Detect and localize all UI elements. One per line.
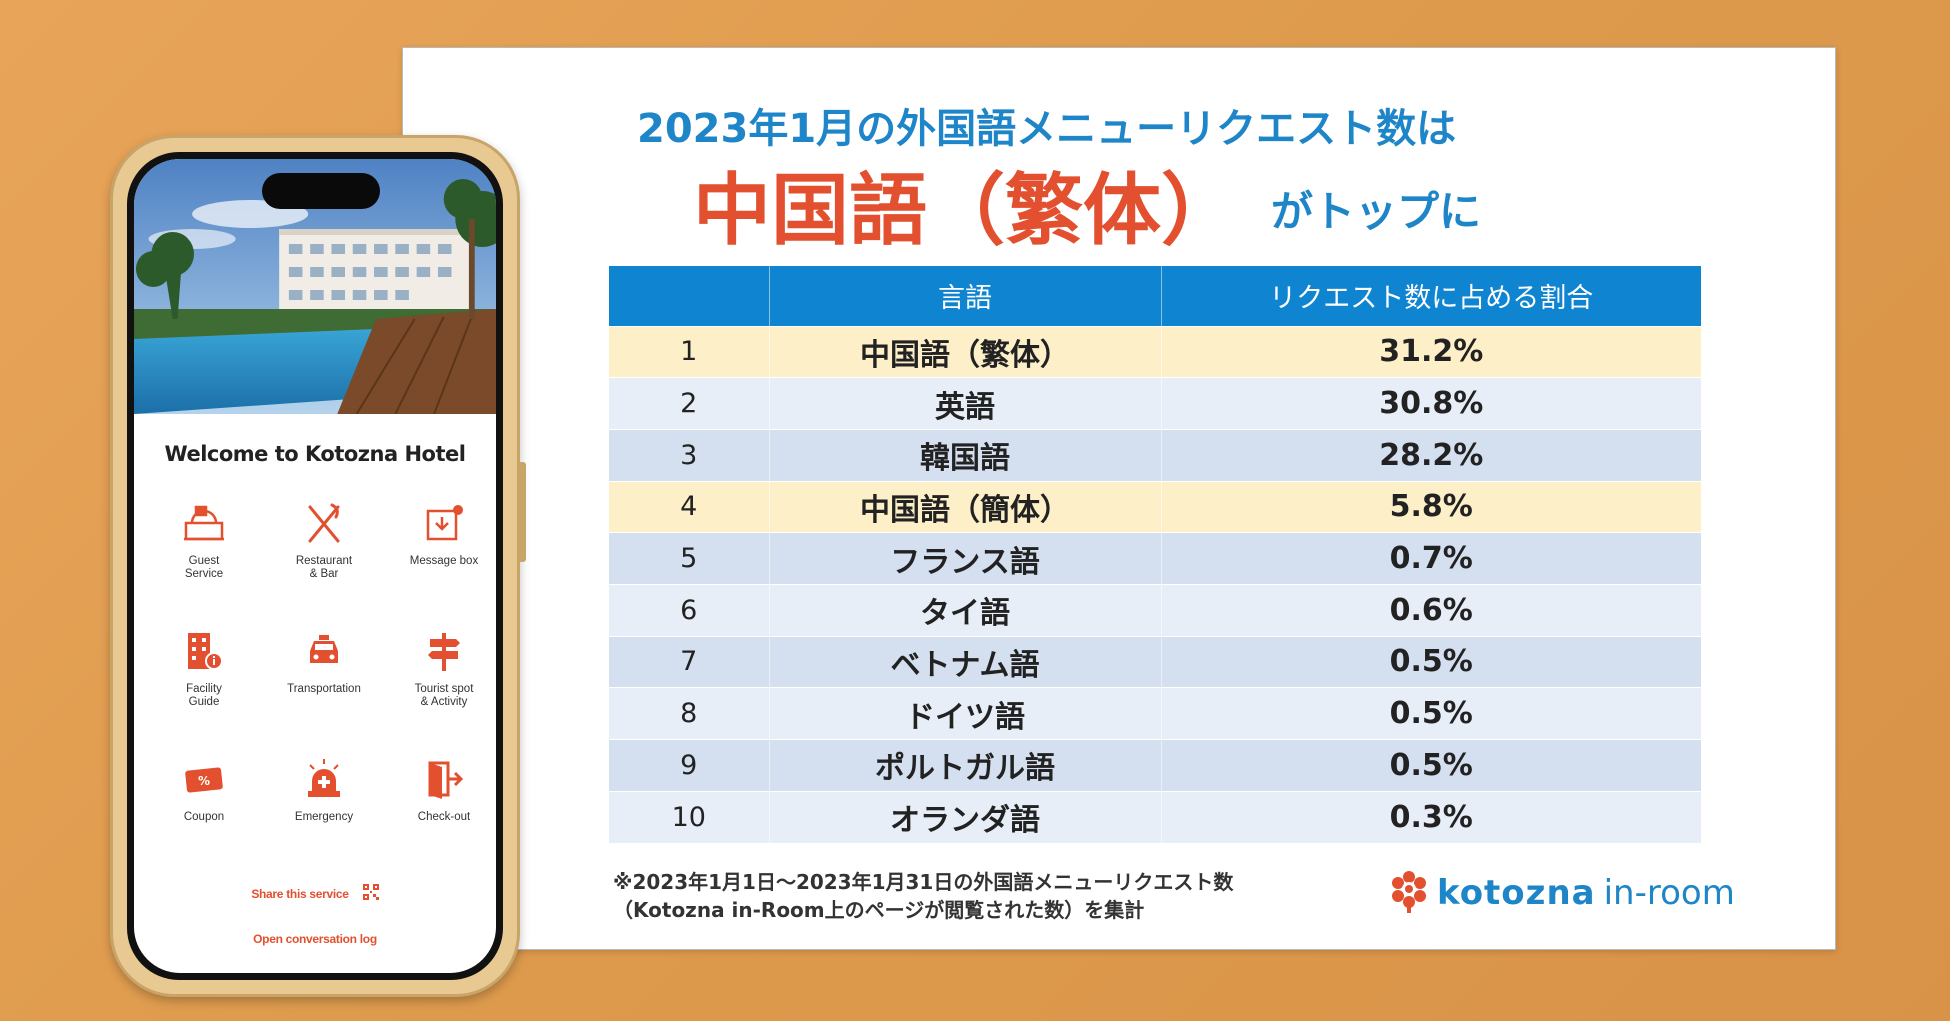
share-service-link[interactable]: Share this service (251, 887, 349, 901)
tile-tourist-spot[interactable]: Tourist spot & Activity (384, 627, 496, 755)
tile-emergency[interactable]: Emergency (264, 755, 384, 883)
tile-facility-guide[interactable]: Facility Guide (144, 627, 264, 755)
row-rank: 5 (609, 532, 769, 585)
row-share: 5.8% (1160, 480, 1701, 533)
fork-knife-icon (300, 499, 348, 547)
tile-transportation[interactable]: Transportation (264, 627, 384, 755)
row-share: 28.2% (1160, 428, 1701, 482)
row-language: ドイツ語 (768, 687, 1161, 740)
row-share: 30.8% (1160, 377, 1701, 430)
tile-label: Facility Guide (186, 683, 222, 708)
row-rank: 10 (609, 790, 769, 843)
language-ranking-table: 言語 リクエスト数に占める割合 1 中国語（繁体） 31.2% 2 英語 30.… (609, 266, 1701, 843)
table-row: 7 ベトナム語 0.5% (609, 635, 1701, 688)
row-rank: 3 (609, 428, 769, 482)
tile-restaurant-bar[interactable]: Restaurant & Bar (264, 499, 384, 627)
row-rank: 9 (609, 739, 769, 792)
row-rank: 4 (609, 480, 769, 533)
table-row: 6 タイ語 0.6% (609, 583, 1701, 637)
headline-highlight: 中国語（繁体） (693, 166, 1240, 256)
tile-label: Transportation (287, 683, 361, 695)
row-share: 0.5% (1160, 687, 1701, 740)
row-rank: 6 (609, 583, 769, 637)
headline-line-3: がトップに (1271, 187, 1482, 236)
open-conversation-log-link[interactable]: Open conversation log (253, 932, 377, 946)
dynamic-island (262, 173, 380, 209)
footnote-line-1: ※2023年1月1日〜2023年1月31日の外国語メニューリクエスト数 (613, 870, 1234, 894)
row-share: 0.5% (1160, 739, 1701, 792)
flower-logo-icon (1389, 869, 1429, 917)
brand-name: kotozna (1437, 873, 1596, 913)
taxi-icon (300, 627, 348, 675)
row-share: 31.2% (1160, 325, 1701, 378)
table-row: 1 中国語（繁体） 31.2% (609, 325, 1701, 378)
header-share: リクエスト数に占める割合 (1160, 266, 1701, 326)
tile-label: Coupon (183, 811, 225, 823)
phone-side-button (520, 462, 526, 562)
footnote: ※2023年1月1日〜2023年1月31日の外国語メニューリクエスト数 （Kot… (613, 868, 1233, 924)
row-share: 0.7% (1160, 532, 1701, 585)
row-rank: 2 (609, 377, 769, 430)
tile-label: Emergency (294, 811, 354, 823)
signpost-icon (420, 627, 468, 675)
row-rank: 7 (609, 635, 769, 688)
row-language: フランス語 (768, 532, 1161, 585)
building-info-icon (180, 627, 228, 675)
table-row: 3 韓国語 28.2% (609, 428, 1701, 482)
row-share: 0.3% (1160, 790, 1701, 843)
service-grid: Guest Service Restaurant & Bar (144, 499, 496, 883)
row-rank: 8 (609, 687, 769, 740)
row-language: ベトナム語 (768, 635, 1161, 688)
tile-coupon[interactable]: % Coupon (144, 755, 264, 883)
tile-label: Restaurant & Bar (295, 555, 353, 580)
table-row: 5 フランス語 0.7% (609, 532, 1701, 585)
door-exit-icon (420, 755, 468, 803)
tile-label: Message box (409, 555, 479, 567)
phone-bezel: Welcome to Kotozna Hotel Guest Service (127, 152, 503, 980)
row-language: 中国語（繁体） (768, 325, 1161, 378)
brand-logo: kotozna in-room (1389, 868, 1735, 918)
svg-text:%: % (198, 774, 210, 788)
tile-label: Tourist spot & Activity (414, 683, 474, 708)
header-language: 言語 (768, 266, 1161, 326)
row-language: 韓国語 (768, 428, 1161, 482)
headline-line-1: 2023年1月の外国語メニューリクエスト数は (637, 106, 1457, 152)
siren-icon (300, 755, 348, 803)
row-share: 0.6% (1160, 583, 1701, 637)
table-row: 10 オランダ語 0.3% (609, 790, 1701, 843)
welcome-title: Welcome to Kotozna Hotel (164, 442, 466, 466)
footnote-line-2: （Kotozna in-Room上のページが閲覧された数）を集計 (613, 898, 1145, 922)
table-row: 4 中国語（簡体） 5.8% (609, 480, 1701, 533)
tile-label: Check-out (417, 811, 471, 823)
brand-sub: in-room (1603, 873, 1735, 913)
qr-code-icon[interactable] (362, 884, 379, 904)
reception-bell-icon (180, 499, 228, 547)
row-language: 英語 (768, 377, 1161, 430)
phone-screen: Welcome to Kotozna Hotel Guest Service (134, 159, 496, 973)
table-row: 2 英語 30.8% (609, 377, 1701, 430)
coupon-icon: % (180, 755, 228, 803)
tile-label: Guest Service (184, 555, 224, 580)
row-rank: 1 (609, 325, 769, 378)
header-rank (609, 266, 769, 326)
tile-check-out[interactable]: Check-out (384, 755, 496, 883)
row-language: タイ語 (768, 583, 1161, 637)
row-language: 中国語（簡体） (768, 480, 1161, 533)
table-row: 8 ドイツ語 0.5% (609, 687, 1701, 740)
table-header-row: 言語 リクエスト数に占める割合 (609, 266, 1701, 326)
tile-guest-service[interactable]: Guest Service (144, 499, 264, 627)
inbox-icon (420, 499, 468, 547)
table-row: 9 ポルトガル語 0.5% (609, 739, 1701, 792)
row-share: 0.5% (1160, 635, 1701, 688)
tile-message-box[interactable]: Message box (384, 499, 496, 627)
row-language: オランダ語 (768, 790, 1161, 843)
share-row: Share this service (134, 884, 496, 904)
row-language: ポルトガル語 (768, 739, 1161, 792)
phone-mockup: Welcome to Kotozna Hotel Guest Service (110, 135, 520, 997)
info-card: 2023年1月の外国語メニューリクエスト数は 中国語（繁体） がトップに 言語 … (402, 47, 1836, 950)
